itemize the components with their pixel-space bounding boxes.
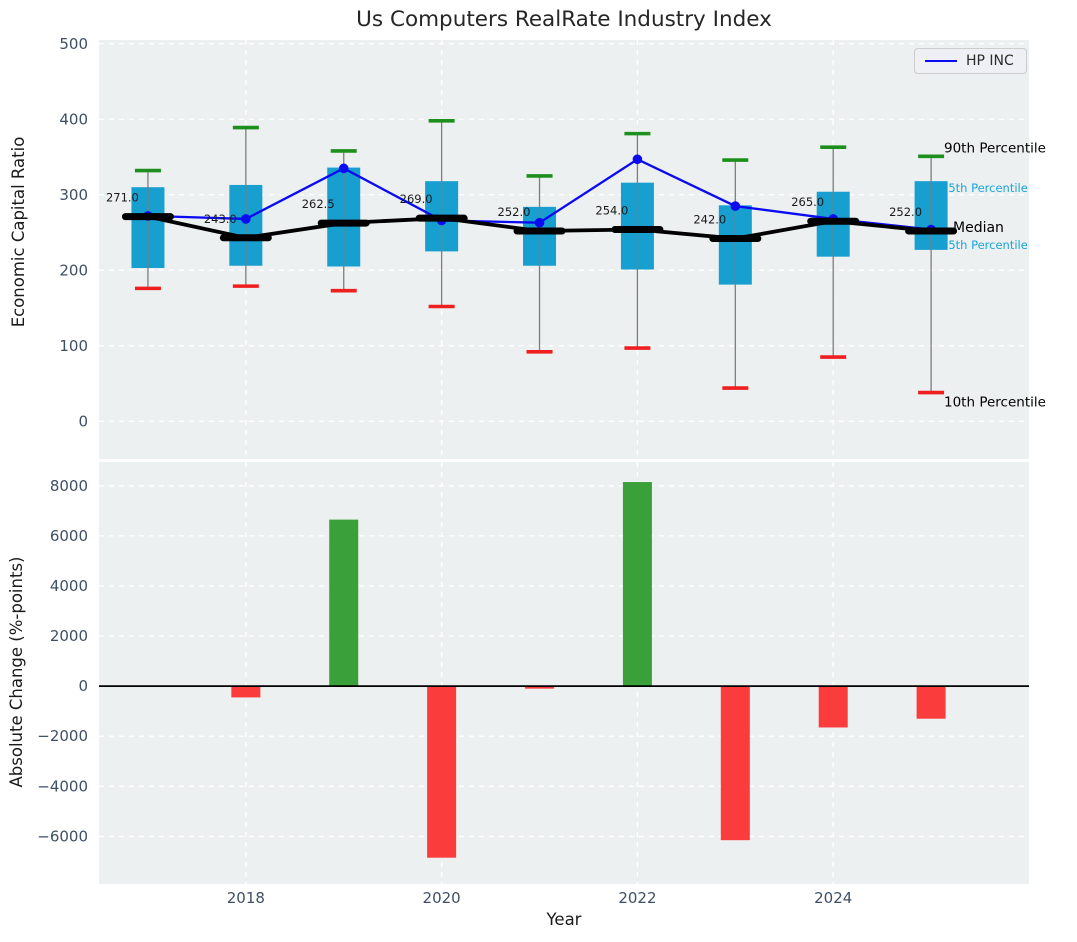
hp-inc-marker-2022	[632, 154, 643, 165]
median-value-label-2021: 252.0	[498, 205, 531, 219]
annotation-median: Median	[953, 220, 1004, 236]
bottom-panel-background	[99, 462, 1029, 884]
median-segment-2025	[905, 227, 958, 235]
bar-2023	[720, 686, 750, 841]
bar-2025	[916, 686, 946, 719]
hp-inc-marker-2023	[730, 201, 741, 211]
median-segment-2022	[611, 225, 664, 233]
median-value-label-2017: 271.0	[106, 191, 139, 205]
median-segment-2018	[219, 234, 272, 242]
x-tick-2024: 2024	[814, 889, 852, 907]
bottom-y-tick-6000: 6000	[50, 527, 88, 545]
median-value-label-2025: 252.0	[889, 205, 922, 219]
median-segment-2024	[807, 217, 860, 225]
legend-label-hp-inc: HP INC	[966, 53, 1014, 69]
bottom-y-tick-8000: 8000	[50, 477, 88, 495]
top-y-tick-200: 200	[59, 261, 88, 279]
hp-inc-marker-2021	[534, 217, 545, 228]
bottom-y-tick--4000: −4000	[37, 777, 88, 795]
median-segment-2020	[415, 214, 468, 222]
median-value-label-2018: 243.0	[204, 212, 237, 226]
bottom-y-axis-label: Absolute Change (%-points)	[7, 556, 26, 788]
median-segment-2023	[709, 235, 762, 243]
annotation-90th-percentile: 90th Percentile	[944, 140, 1046, 156]
bottom-y-tick--2000: −2000	[37, 727, 88, 745]
top-y-tick-100: 100	[59, 337, 88, 355]
median-value-label-2020: 269.0	[400, 192, 433, 206]
bar-2022	[622, 482, 652, 687]
bar-2019	[329, 519, 359, 687]
bottom-y-tick-2000: 2000	[50, 627, 88, 645]
bar-2020	[427, 686, 457, 858]
median-value-label-2023: 242.0	[693, 213, 726, 227]
median-segment-2019	[317, 219, 370, 227]
hp-inc-line-swatch	[925, 60, 957, 62]
hp-inc-marker-2018	[241, 214, 251, 224]
bar-2024	[818, 686, 848, 728]
top-y-tick-300: 300	[59, 186, 88, 204]
bottom-y-tick--6000: −6000	[37, 827, 88, 845]
median-value-label-2022: 254.0	[595, 203, 628, 217]
bottom-y-tick-4000: 4000	[50, 577, 88, 595]
bar-2018	[231, 686, 261, 698]
x-axis-label: Year	[546, 910, 582, 929]
legend: HP INC	[914, 48, 1027, 74]
top-y-axis-label: Economic Capital Ratio	[9, 136, 28, 328]
annotation-25th-percentile: 25th Percentile	[941, 238, 1028, 252]
median-segment-2017	[121, 213, 174, 221]
x-tick-2020: 2020	[423, 889, 461, 907]
annotation-75th-percentile: 75th Percentile	[941, 181, 1028, 195]
x-tick-2022: 2022	[618, 889, 656, 907]
median-segment-2021	[513, 227, 566, 235]
chart-title: Us Computers RealRate Industry Index	[356, 7, 772, 32]
median-value-label-2024: 265.0	[791, 195, 824, 209]
hp-inc-marker-2019	[338, 163, 349, 174]
x-tick-2018: 2018	[227, 889, 265, 907]
median-value-label-2019: 262.5	[302, 197, 335, 211]
top-y-tick-400: 400	[59, 110, 88, 128]
annotation-10th-percentile: 10th Percentile	[944, 395, 1046, 411]
bar-2021	[525, 686, 555, 689]
top-y-tick-0: 0	[78, 412, 88, 430]
top-y-tick-500: 500	[59, 35, 88, 53]
bottom-y-tick-0: 0	[78, 677, 88, 695]
